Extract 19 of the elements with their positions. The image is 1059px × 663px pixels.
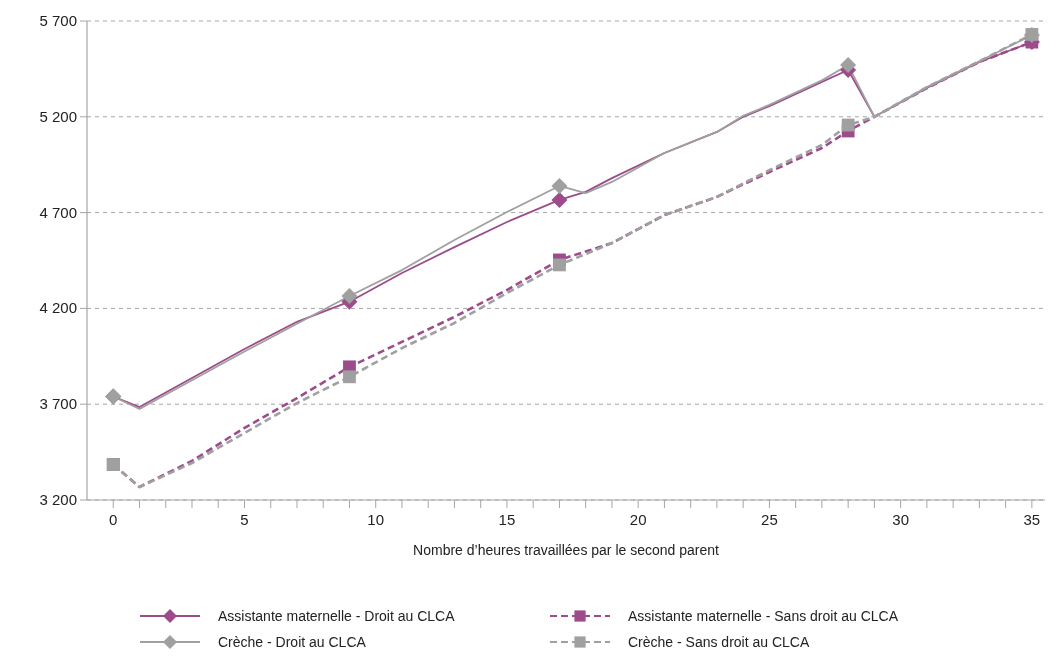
x-tick-label: 20	[629, 511, 647, 528]
y-tick-label: 4 700	[39, 203, 77, 221]
y-tick-label: 5 700	[39, 12, 77, 29]
y-tick-label: 3 700	[39, 395, 77, 413]
y-tick-label: 3 200	[39, 491, 77, 508]
legend-label: Crèche - Sans droit au CLCA	[628, 634, 810, 650]
x-tick-label: 35	[1023, 511, 1041, 528]
x-tick-label: 15	[498, 511, 516, 528]
x-tick-label: 0	[109, 511, 118, 528]
y-tick-label: 5 200	[39, 107, 77, 125]
x-tick-label: 25	[761, 511, 778, 528]
x-tick-label: 5	[240, 511, 249, 528]
x-axis-title: Nombre d’heures travaillées par le second parent	[413, 542, 720, 558]
legend-label: Crèche - Droit au CLCA	[218, 634, 367, 650]
legend-label: Assistante maternelle - Sans droit au CLCA	[628, 608, 899, 624]
legend-label: Assistante maternelle - Droit au CLCA	[218, 608, 456, 624]
x-tick-label: 30	[892, 511, 909, 528]
x-tick-label: 10	[367, 511, 385, 528]
y-tick-label: 4 200	[39, 299, 77, 317]
